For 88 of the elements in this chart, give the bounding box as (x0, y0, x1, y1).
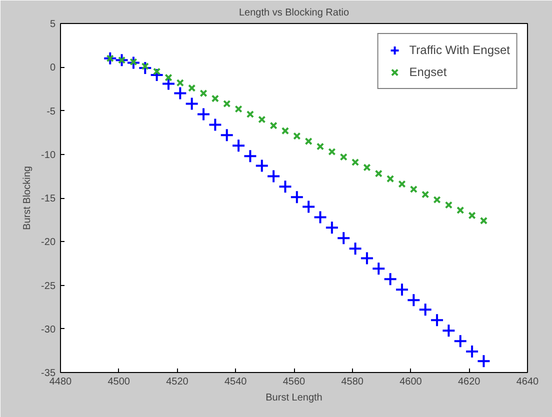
point (130, 58, 138, 66)
y-tick-label: -15 (41, 194, 56, 204)
x-tick-label: 4560 (282, 376, 306, 388)
point (313, 210, 328, 224)
point (118, 56, 126, 64)
point (422, 190, 430, 198)
legend-label: Traffic With Engset (409, 43, 510, 57)
point (106, 54, 114, 62)
x-tick-label: 4480 (49, 376, 72, 388)
x-tick-label: 4580 (341, 376, 364, 388)
y-tick-label: -30 (41, 324, 56, 336)
point (278, 180, 292, 194)
point (141, 62, 149, 70)
point (348, 242, 362, 256)
point (150, 68, 164, 82)
point (406, 293, 421, 308)
point (383, 272, 398, 286)
point (254, 158, 269, 173)
point (173, 86, 188, 100)
y-tick-label: -20 (41, 237, 56, 248)
point (324, 220, 339, 235)
point (103, 51, 118, 66)
point (468, 212, 476, 220)
point (340, 153, 348, 161)
point (430, 313, 444, 328)
point (456, 206, 464, 214)
point (351, 158, 360, 166)
point (266, 169, 281, 184)
y-tick-label: 0 (50, 62, 56, 74)
point (293, 132, 301, 140)
y-tick-label: -35 (41, 368, 56, 379)
chart-title: Length vs Blocking Ratio (238, 8, 350, 18)
x-tick-label: 4540 (224, 376, 248, 388)
point (223, 100, 231, 108)
x-tick-label: 4500 (108, 376, 130, 388)
point (302, 200, 316, 214)
point (386, 174, 394, 183)
point (444, 201, 453, 209)
x-tick-label: 4520 (166, 376, 189, 388)
point (453, 334, 468, 348)
point (410, 185, 418, 194)
x-axis-title: Burst Length (266, 392, 322, 404)
point (360, 251, 374, 266)
point (476, 354, 491, 368)
point (270, 122, 278, 130)
point (138, 60, 152, 75)
x-tick-label: 4640 (516, 376, 540, 388)
point (433, 196, 441, 204)
point (200, 89, 208, 98)
point (442, 324, 456, 338)
point (363, 164, 371, 172)
point (328, 148, 336, 156)
x-tick-label: 4600 (400, 376, 422, 388)
point (126, 56, 140, 70)
point (465, 344, 480, 359)
y-tick-label: -10 (41, 150, 56, 161)
point (152, 68, 161, 76)
y-axis-title: Burst Blocking (22, 166, 34, 230)
point (114, 53, 129, 68)
point (316, 142, 324, 150)
point (418, 302, 432, 317)
point (281, 126, 290, 135)
point (258, 116, 266, 124)
point (188, 84, 196, 92)
point (290, 190, 304, 204)
point (372, 262, 386, 276)
point (196, 107, 211, 122)
point (164, 74, 172, 82)
legend-label: Engset (409, 65, 447, 79)
point (336, 231, 351, 246)
point (208, 118, 222, 132)
point (480, 216, 488, 225)
point (246, 110, 254, 118)
point (398, 180, 406, 188)
point (374, 170, 382, 178)
point (184, 96, 199, 111)
y-tick-label: 5 (50, 19, 56, 30)
point (220, 128, 234, 142)
point (234, 105, 242, 113)
point (243, 149, 258, 164)
point (176, 79, 184, 87)
point (211, 94, 220, 102)
y-tick-label: -5 (46, 106, 56, 118)
y-tick-label: -25 (41, 280, 56, 292)
point (304, 137, 312, 146)
point (394, 282, 409, 297)
point (232, 138, 246, 153)
x-tick-label: 4620 (458, 376, 481, 388)
